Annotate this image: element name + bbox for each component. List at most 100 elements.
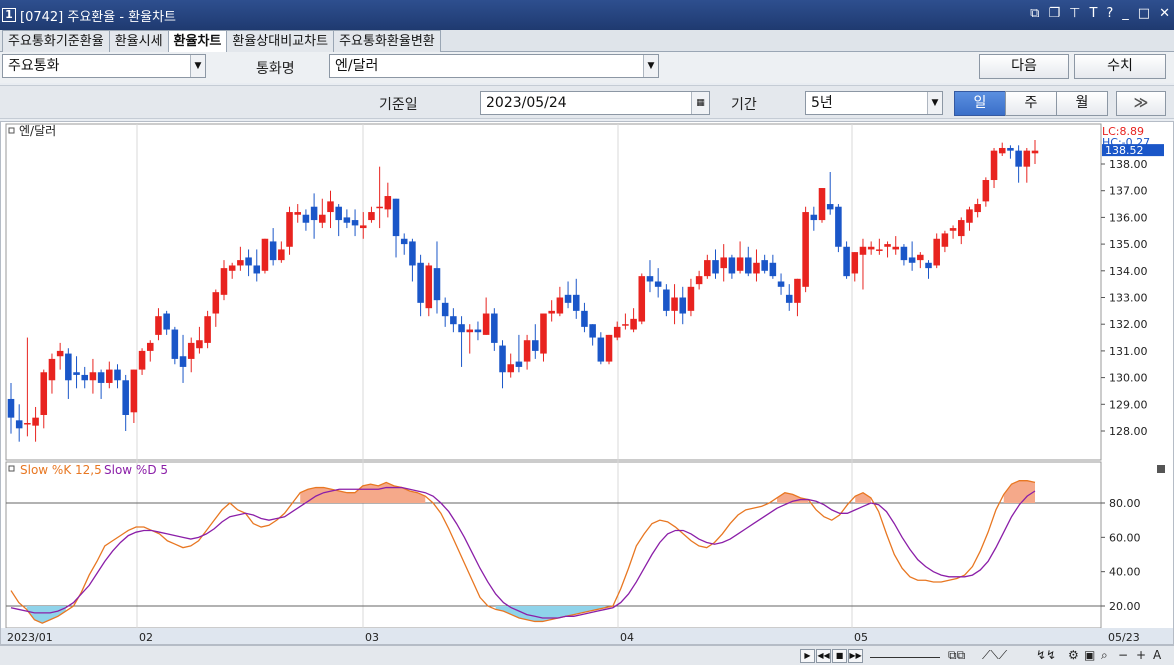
candle-body — [794, 278, 801, 303]
candle-body — [540, 313, 547, 354]
settings-icon[interactable]: ⚙ — [1068, 648, 1079, 662]
candle-body — [818, 188, 826, 221]
rewind-icon[interactable]: ◀◀ — [816, 649, 831, 663]
chevron-down-icon[interactable]: ▼ — [927, 92, 942, 114]
stoch-k-title: Slow %K 12,5 — [20, 463, 102, 477]
pin-icon[interactable]: ⊤ — [1069, 6, 1081, 21]
currency-group-select[interactable]: 주요통화 ▼ — [2, 54, 206, 78]
candle-body — [687, 286, 695, 311]
fast-forward-icon[interactable]: ▶▶ — [848, 649, 863, 663]
candle-body — [359, 225, 367, 229]
candle-body — [761, 260, 768, 271]
stochastic-panel-frame — [5, 461, 1102, 629]
candle-body — [941, 233, 949, 247]
chart-area[interactable]: 2023/01 02 03 04 05 05/23 128.00 129.00 130.00 13… — [0, 121, 1174, 645]
chart-toolbar: ▶ ◀◀ ■ ▶▶ ⧉⧉ ⟋⟍⟋ ↯↯ ⚙ ▣ ⌕ − + A — [0, 645, 1174, 665]
forward-button[interactable]: ≫ — [1116, 91, 1166, 116]
candle-body — [990, 150, 998, 181]
tab-2[interactable]: 환율차트 — [167, 30, 228, 52]
values-button[interactable]: 수치 — [1074, 54, 1166, 79]
drawing-tools-icon[interactable]: ⟋⟍⟋ — [982, 648, 1008, 662]
stop-icon[interactable]: ■ — [832, 649, 847, 663]
candle-body — [48, 358, 56, 381]
candle-body — [15, 420, 23, 429]
tab-bar: 주요통화기준환율 환율시세 환율차트 환율상대비교차트 주요통화환율변환 — [0, 30, 1174, 52]
y-tick-label: 136.00 — [1109, 211, 1148, 224]
tab-3[interactable]: 환율상대비교차트 — [226, 30, 335, 52]
candle-body — [597, 337, 605, 362]
tab-4[interactable]: 주요통화환율변환 — [333, 30, 441, 52]
calendar-icon[interactable]: ▦ — [691, 92, 709, 114]
candle-body — [777, 281, 785, 287]
candle-body — [835, 206, 842, 247]
save-icon[interactable]: ▣ — [1084, 648, 1096, 662]
currency-name-select[interactable]: 엔/달러 ▼ — [329, 54, 659, 78]
y-tick-label: 132.00 — [1109, 318, 1148, 331]
font-size-icon[interactable]: A — [1153, 648, 1162, 662]
text-size-icon[interactable]: T — [1089, 6, 1098, 21]
layout-icon[interactable]: ⧉⧉ — [948, 648, 966, 662]
candle-body — [106, 369, 113, 383]
candle-body — [892, 246, 900, 250]
period-week-button[interactable]: 주 — [1005, 91, 1057, 116]
x-tick-label: 02 — [139, 631, 153, 644]
candle-body — [613, 326, 621, 338]
chevron-down-icon[interactable]: ▼ — [643, 55, 658, 77]
candle-body — [867, 246, 875, 250]
help-icon[interactable]: ? — [1106, 6, 1114, 21]
period-select[interactable]: 5년 ▼ — [805, 91, 943, 115]
x-tick-label: 2023/01 — [7, 631, 53, 644]
candle-body — [278, 249, 285, 261]
scroll-right-icon[interactable]: ▶ — [800, 649, 815, 663]
link-window-icon[interactable]: ⧉ — [1030, 6, 1040, 21]
candle-body — [966, 209, 973, 223]
minimize-icon[interactable]: _ — [1122, 6, 1129, 21]
next-button[interactable]: 다음 — [979, 54, 1069, 79]
candle-body — [507, 364, 514, 373]
tab-1[interactable]: 환율시세 — [108, 30, 169, 52]
close-icon[interactable]: ✕ — [1159, 6, 1170, 21]
indicator-icon[interactable]: ↯↯ — [1036, 648, 1057, 662]
window-controls: ⧉ ❐ ⊤ T ? _ □ ✕ — [1030, 6, 1170, 21]
zoom-slider[interactable] — [870, 648, 940, 658]
candle-body — [269, 241, 277, 261]
chevron-down-icon[interactable]: ▼ — [190, 55, 205, 77]
price-panel-frame — [5, 123, 1102, 461]
stoch-d-title: Slow %D 5 — [104, 463, 168, 477]
candle-body — [843, 246, 850, 277]
search-icon[interactable]: ⌕ — [1101, 648, 1108, 662]
zoom-in-icon[interactable]: + — [1136, 648, 1147, 662]
panel-marker-icon — [8, 127, 15, 134]
candle-body — [130, 369, 138, 413]
period-month-button[interactable]: 월 — [1056, 91, 1108, 116]
chart-options-row: 기준일 2023/05/24 ▦ 기간 5년 ▼ 일 주 월 ≫ — [0, 85, 1174, 119]
candle-body — [384, 196, 392, 210]
candle-body — [466, 329, 474, 333]
candle-body — [376, 206, 383, 209]
candle-body — [925, 262, 932, 269]
candle-body — [663, 289, 670, 311]
zoom-out-icon[interactable]: − — [1118, 648, 1129, 662]
candle-body — [425, 265, 433, 309]
tab-0[interactable]: 주요통화기준환율 — [2, 30, 110, 52]
copy-window-icon[interactable]: ❐ — [1048, 6, 1061, 21]
candle-body — [1023, 150, 1031, 167]
last-price-box — [1102, 144, 1164, 157]
candle-body — [146, 342, 154, 351]
period-day-button[interactable]: 일 — [954, 91, 1006, 116]
chart-canvas[interactable]: 2023/01 02 03 04 05 05/23 128.00 129.00 130.00 13… — [1, 122, 1173, 644]
panel-close-icon — [1157, 465, 1165, 473]
candle-body — [286, 212, 293, 247]
candle-body — [187, 342, 195, 359]
candle-body — [908, 257, 916, 263]
candle-body — [81, 374, 89, 381]
base-date-input[interactable]: 2023/05/24 ▦ — [480, 91, 710, 115]
candle-body — [482, 313, 490, 335]
candle-body — [1015, 150, 1022, 167]
maximize-icon[interactable]: □ — [1137, 6, 1151, 21]
candle-body — [32, 417, 39, 426]
candle-body — [491, 313, 498, 343]
candle-body — [736, 257, 744, 271]
candle-body — [56, 350, 64, 357]
x-tick-label: 04 — [620, 631, 634, 644]
